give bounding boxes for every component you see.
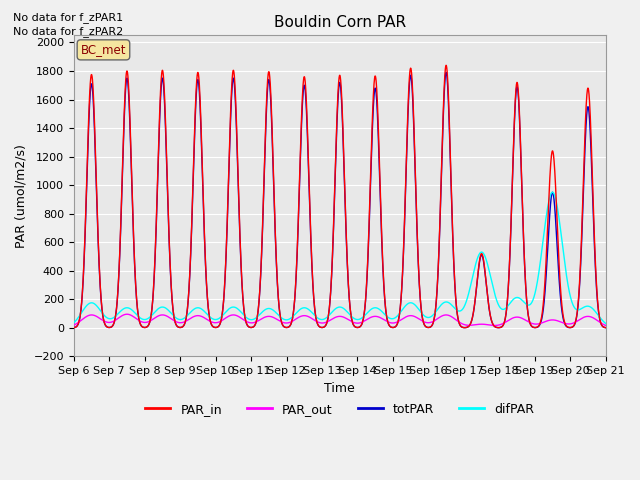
Text: BC_met: BC_met (81, 43, 126, 56)
Legend: PAR_in, PAR_out, totPAR, difPAR: PAR_in, PAR_out, totPAR, difPAR (140, 398, 539, 420)
Y-axis label: PAR (umol/m2/s): PAR (umol/m2/s) (15, 144, 28, 248)
Text: No data for f_zPAR2: No data for f_zPAR2 (13, 26, 123, 37)
Text: No data for f_zPAR1: No data for f_zPAR1 (13, 12, 123, 23)
X-axis label: Time: Time (324, 382, 355, 395)
Title: Bouldin Corn PAR: Bouldin Corn PAR (274, 15, 406, 30)
